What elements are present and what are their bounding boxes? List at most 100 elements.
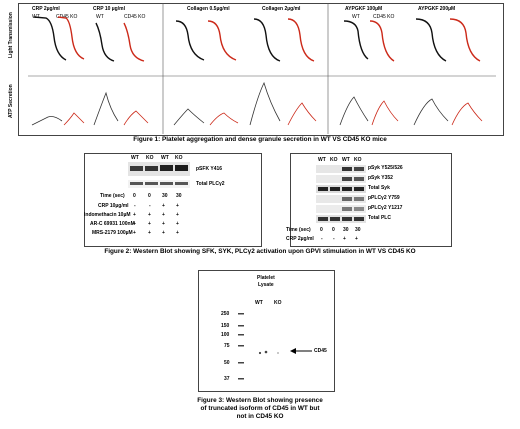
fig3-caption-line: Figure 3: Western Blot showing presence (197, 397, 323, 404)
fig1-caption: Figure 1: Platelet aggregation and dense… (133, 136, 387, 143)
fig3-marker: 150 (221, 323, 230, 329)
fig2a-lane-label: WT (131, 155, 139, 161)
fig3-lane-label: KO (274, 300, 282, 306)
condition-label: MRS-2179 100µM (92, 230, 133, 236)
condition-value: 0 (148, 193, 151, 199)
atp-wt (339, 96, 369, 126)
atp-secretion-label: ATP Secretion (8, 84, 14, 118)
fig2b-row-label: Total Syk (368, 185, 390, 191)
fig3-header: Platelet (257, 275, 275, 281)
condition-value: + (176, 221, 179, 227)
fig2a-lane-label: KO (146, 155, 154, 161)
fig3-blot (238, 313, 279, 380)
fig1-ko-label: CD45 KO (124, 14, 146, 20)
condition-value: + (176, 203, 179, 209)
fig2b-row-label: pSyk Y352 (368, 175, 393, 181)
atp-ko (123, 110, 149, 126)
condition-value: 0 (133, 193, 136, 199)
fig3-caption-line: not in CD45 KO (236, 413, 284, 420)
condition-value: - (321, 236, 323, 242)
condition-value: 30 (355, 227, 361, 233)
trace-wt (95, 22, 115, 62)
fig2b-lane-label: KO (354, 157, 362, 163)
figure-3-panel (198, 270, 335, 392)
fig2b-row-label: Total PLC (368, 215, 391, 221)
trace-wt (175, 20, 205, 61)
condition-value: + (148, 230, 151, 236)
atp-wt (31, 116, 63, 126)
condition-value: + (133, 212, 136, 218)
condition-value: 30 (176, 193, 182, 199)
fig1-panel-title: AYPGKF 100µM (345, 6, 383, 12)
fig2a-row-label: pSFK Y416 (196, 166, 223, 172)
fig3-header: Lysate (258, 282, 274, 288)
atp-ko (209, 112, 239, 126)
atp-ko (451, 102, 483, 126)
condition-value: + (355, 236, 358, 242)
condition-value: 0 (332, 227, 335, 233)
fig1-wt-label: WT (352, 14, 360, 20)
atp-wt (173, 108, 205, 126)
atp-ko (287, 102, 317, 126)
fig1-ko-label: CD45 KO (373, 14, 395, 20)
trace-wt (253, 18, 281, 62)
fig1-panel-title: CRP 10 µg/ml (93, 6, 125, 12)
fig1-ko-label: CD45 KO (56, 14, 78, 20)
condition-value: + (133, 230, 136, 236)
trace-ko (369, 20, 395, 62)
condition-value: + (343, 236, 346, 242)
condition-value: - (149, 203, 151, 209)
condition-label: Time (sec) (286, 227, 311, 233)
condition-value: + (176, 212, 179, 218)
condition-value: - (134, 203, 136, 209)
trace-ko (207, 20, 237, 61)
condition-value: + (162, 203, 165, 209)
condition-value: + (148, 221, 151, 227)
atp-wt (93, 91, 119, 126)
condition-value: 30 (162, 193, 168, 199)
figure-1-panel (18, 3, 504, 136)
fig2b-lane-label: KO (330, 157, 338, 163)
fig1-panel-title: AYPGKF 200µM (418, 6, 456, 12)
fig3-marker: 250 (221, 311, 230, 317)
fig2b-lane-label: WT (318, 157, 326, 163)
fig2b-lane-label: WT (342, 157, 350, 163)
fig2a-lane-label: WT (161, 155, 169, 161)
fig2b-row-label: pPLCγ2 Y1217 (368, 205, 403, 211)
trace-wt (33, 16, 67, 61)
condition-value: + (162, 230, 165, 236)
trace-ko (123, 22, 145, 62)
fig2a-row-label: Total PLCγ2 (196, 181, 225, 187)
condition-label: Time (sec) (100, 193, 125, 199)
trace-ko (449, 18, 481, 62)
fig1-panel-title: Collagen 0.5µg/ml (187, 6, 230, 12)
condition-value: + (176, 230, 179, 236)
fig2b-row-label: pPLCγ2 Y759 (368, 195, 400, 201)
atp-ko (63, 112, 85, 126)
condition-value: 30 (343, 227, 349, 233)
fig2b-row-label: pSyk Y525/526 (368, 165, 403, 171)
fig2a-lane-label: KO (175, 155, 183, 161)
fig3-marker: 100 (221, 332, 230, 338)
fig3-marker: 37 (224, 376, 230, 382)
fig3-lane-label: WT (255, 300, 263, 306)
fig2a-blot (128, 162, 190, 188)
condition-label: CRP 10µg/ml (98, 203, 129, 209)
condition-value: + (148, 212, 151, 218)
condition-value: 0 (320, 227, 323, 233)
fig3-marker: 50 (224, 360, 230, 366)
trace-ko (57, 16, 85, 60)
fig3-marker: 75 (224, 343, 230, 349)
fig1-panel-title: Collagen 2µg/ml (262, 6, 301, 12)
condition-value: - (333, 236, 335, 242)
atp-wt (249, 81, 281, 126)
trace-wt (415, 18, 447, 62)
fig1-wt-label: WT (96, 14, 104, 20)
condition-value: + (133, 221, 136, 227)
atp-ko (371, 100, 399, 126)
fig1-panel-title: CRP 2µg/ml (32, 6, 60, 12)
fig3-caption-line: of truncated isoform of CD45 in WT but (200, 405, 320, 412)
trace-wt (343, 20, 369, 60)
atp-wt (413, 98, 449, 126)
arrow-icon (290, 348, 312, 354)
